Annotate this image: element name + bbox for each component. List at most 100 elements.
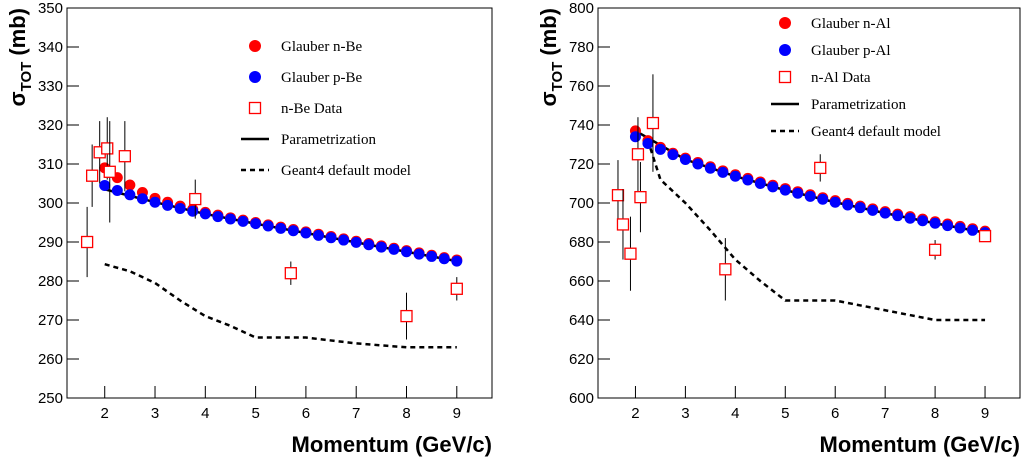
point bbox=[149, 196, 161, 208]
y-tick-label: 740 bbox=[569, 117, 594, 134]
point bbox=[388, 243, 400, 255]
y-tick-label: 350 bbox=[38, 0, 63, 17]
point bbox=[103, 165, 116, 178]
x-axis-title: Momentum (GeV/c) bbox=[820, 432, 1020, 457]
legend-label: Parametrization bbox=[811, 97, 906, 113]
point bbox=[189, 192, 202, 206]
y-axis-symbol: σ bbox=[5, 91, 30, 106]
point bbox=[654, 143, 666, 155]
point bbox=[375, 241, 387, 253]
point bbox=[642, 138, 654, 150]
x-tick-label: 8 bbox=[931, 405, 939, 422]
point bbox=[284, 267, 297, 280]
point bbox=[729, 170, 741, 182]
point bbox=[262, 220, 274, 232]
x-tick-label: 3 bbox=[151, 405, 159, 422]
point bbox=[611, 189, 625, 202]
legend-label: Glauber p-Al bbox=[811, 43, 891, 59]
point bbox=[300, 227, 312, 239]
point bbox=[187, 205, 199, 217]
point bbox=[224, 213, 236, 225]
y-axis-unit: (mb) bbox=[536, 8, 561, 56]
x-tick-label: 9 bbox=[453, 405, 461, 422]
point bbox=[616, 218, 630, 231]
point bbox=[363, 239, 375, 251]
point bbox=[767, 181, 779, 193]
legend-label: n-Al Data bbox=[811, 70, 871, 86]
y-tick-label: 270 bbox=[38, 312, 63, 329]
x-tick-label: 2 bbox=[101, 405, 109, 422]
y-tick-label: 340 bbox=[38, 39, 63, 56]
plot-frame bbox=[66, 7, 493, 399]
y-tick-label: 280 bbox=[38, 273, 63, 290]
point bbox=[287, 225, 299, 237]
point bbox=[917, 215, 929, 227]
legend-label: Glauber n-Al bbox=[811, 16, 891, 32]
legend-label: Parametrization bbox=[281, 132, 376, 148]
y-tick-label: 300 bbox=[38, 195, 63, 212]
legend-label: n-Be Data bbox=[281, 101, 343, 117]
y-tick-label: 680 bbox=[569, 234, 594, 251]
point bbox=[704, 162, 716, 174]
point bbox=[136, 193, 148, 205]
legend-swatch bbox=[248, 101, 262, 115]
point bbox=[162, 199, 174, 211]
point bbox=[954, 222, 966, 234]
point bbox=[978, 229, 992, 243]
point bbox=[892, 210, 904, 222]
point bbox=[667, 149, 679, 161]
y-tick-label: 600 bbox=[569, 390, 594, 407]
point bbox=[438, 253, 450, 265]
point bbox=[754, 178, 766, 189]
point bbox=[312, 229, 324, 241]
legend-swatch bbox=[249, 71, 261, 83]
x-tick-label: 4 bbox=[731, 405, 739, 422]
point bbox=[779, 184, 791, 196]
y-tick-label: 250 bbox=[38, 390, 63, 407]
y-tick-label: 290 bbox=[38, 234, 63, 251]
x-tick-label: 5 bbox=[251, 405, 259, 422]
legend-swatch bbox=[249, 40, 261, 52]
point bbox=[804, 190, 816, 202]
x-tick-label: 3 bbox=[681, 405, 689, 422]
plot-frame bbox=[597, 7, 1021, 399]
x-tick-label: 2 bbox=[631, 405, 639, 422]
point bbox=[854, 202, 866, 214]
point bbox=[842, 199, 854, 211]
point bbox=[85, 169, 99, 182]
x-axis-title: Momentum (GeV/c) bbox=[292, 432, 492, 457]
y-axis-unit: (mb) bbox=[5, 8, 30, 56]
legend-swatch bbox=[779, 17, 791, 29]
point bbox=[174, 202, 186, 214]
legend-swatch bbox=[779, 44, 791, 56]
y-tick-label: 760 bbox=[569, 78, 594, 95]
point bbox=[792, 187, 804, 199]
point bbox=[350, 236, 362, 248]
point bbox=[338, 234, 350, 246]
y-tick-label: 780 bbox=[569, 39, 594, 56]
y-tick-label: 660 bbox=[569, 273, 594, 290]
point bbox=[814, 161, 827, 175]
point bbox=[817, 193, 829, 205]
point bbox=[629, 131, 641, 143]
y-tick-label: 620 bbox=[569, 351, 594, 368]
point bbox=[199, 208, 211, 220]
point bbox=[646, 116, 660, 130]
point bbox=[904, 212, 916, 224]
y-axis-subscript: TOT bbox=[18, 62, 35, 92]
point bbox=[679, 154, 691, 166]
point bbox=[325, 232, 337, 244]
point bbox=[634, 190, 647, 204]
legend-label: Geant4 default model bbox=[281, 163, 411, 179]
series-line bbox=[649, 148, 986, 322]
legend-swatch bbox=[778, 70, 792, 84]
y-tick-label: 310 bbox=[38, 156, 63, 173]
point bbox=[929, 217, 941, 229]
point bbox=[692, 158, 704, 170]
point bbox=[426, 250, 438, 262]
legend-label: Geant4 default model bbox=[811, 124, 941, 140]
point bbox=[742, 174, 754, 186]
y-axis-symbol: σ bbox=[536, 91, 561, 106]
point bbox=[99, 179, 111, 191]
